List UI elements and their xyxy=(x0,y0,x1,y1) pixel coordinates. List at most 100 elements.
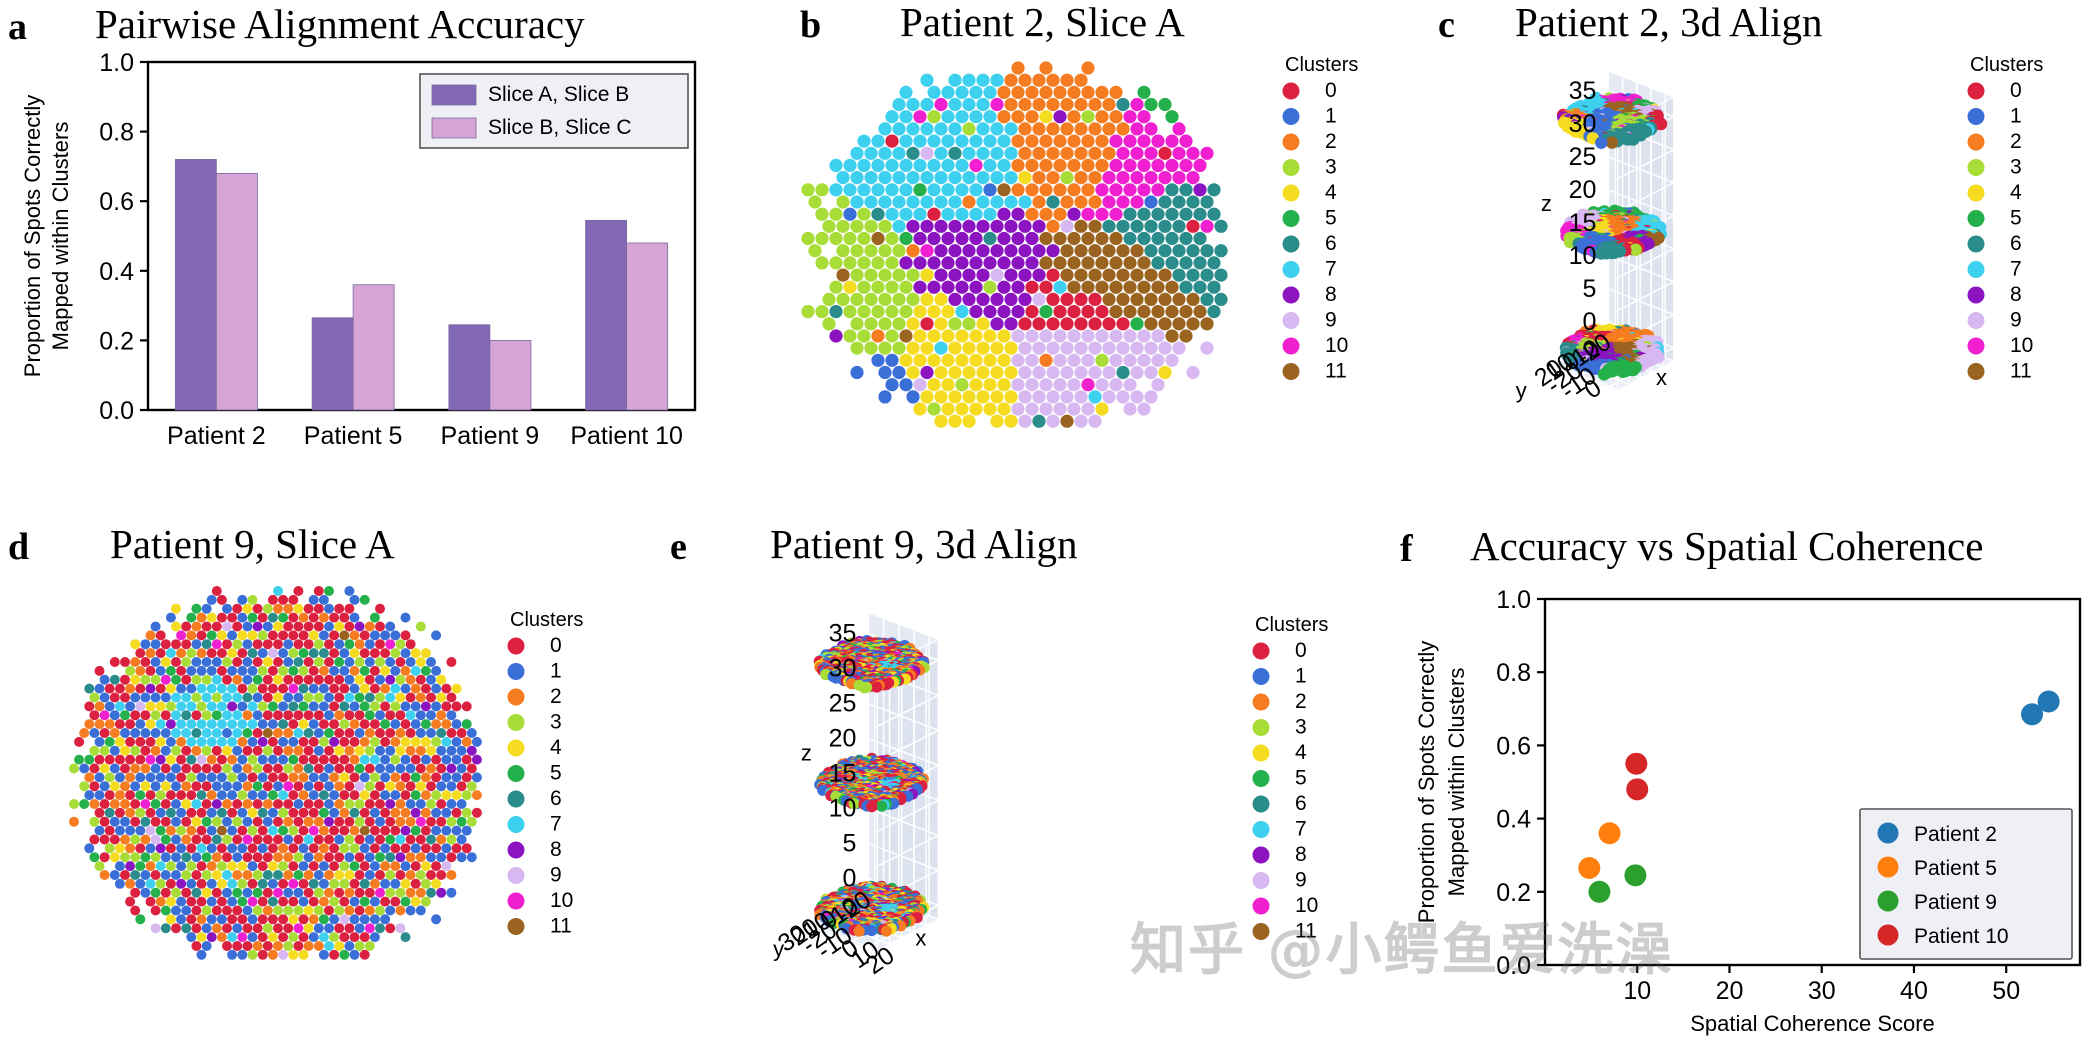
spot xyxy=(446,781,457,792)
spot xyxy=(1067,207,1081,221)
spot xyxy=(822,219,836,233)
spot xyxy=(843,207,857,221)
spot xyxy=(829,183,843,197)
spot xyxy=(247,843,258,854)
spot xyxy=(390,843,401,854)
spot xyxy=(298,754,309,765)
spot xyxy=(934,146,948,160)
spot xyxy=(456,816,467,827)
spot xyxy=(242,621,253,632)
spot xyxy=(1158,268,1172,282)
spot xyxy=(349,719,360,730)
spot xyxy=(160,728,171,738)
spot xyxy=(313,639,324,650)
spot xyxy=(390,878,401,889)
spot xyxy=(1144,365,1158,380)
spot xyxy=(293,586,304,596)
spot xyxy=(1165,280,1179,294)
spot xyxy=(247,825,258,836)
spot xyxy=(257,630,268,641)
spot xyxy=(298,843,309,854)
spot xyxy=(1081,110,1095,124)
spot xyxy=(1095,353,1109,367)
spot xyxy=(976,365,990,380)
spot xyxy=(324,799,334,809)
spot xyxy=(1032,341,1046,355)
spot xyxy=(324,728,334,738)
spot xyxy=(308,790,319,801)
spot xyxy=(318,896,329,907)
spot xyxy=(364,710,375,721)
spot xyxy=(1193,183,1207,197)
spot xyxy=(1046,365,1060,380)
spot xyxy=(293,692,304,703)
spot xyxy=(165,914,176,925)
spot xyxy=(242,834,253,845)
spot xyxy=(181,674,192,685)
spot xyxy=(293,781,304,792)
spot xyxy=(104,772,115,783)
spot xyxy=(181,834,192,845)
spot xyxy=(375,621,385,632)
spot xyxy=(1067,305,1081,319)
spot xyxy=(1053,305,1067,319)
spot xyxy=(1109,231,1123,246)
spot xyxy=(927,134,941,148)
spot xyxy=(451,683,462,694)
spot xyxy=(160,657,171,667)
spot xyxy=(1179,329,1193,343)
spot xyxy=(395,870,406,880)
spot xyxy=(836,195,850,209)
spot xyxy=(1032,414,1046,428)
spot xyxy=(431,665,442,676)
spot xyxy=(1046,122,1060,136)
spot xyxy=(920,365,934,380)
spot xyxy=(375,745,385,756)
spot xyxy=(222,657,232,667)
spot xyxy=(1032,97,1046,112)
spot xyxy=(1186,195,1200,209)
spot xyxy=(211,657,222,667)
spot xyxy=(324,781,334,792)
spot xyxy=(990,171,1004,185)
spot xyxy=(303,852,314,863)
spot xyxy=(375,781,385,792)
spot xyxy=(242,870,253,880)
spot xyxy=(257,648,268,659)
spot xyxy=(273,923,283,934)
spot xyxy=(222,728,232,738)
spot xyxy=(385,674,396,685)
spot xyxy=(99,674,110,685)
spot xyxy=(1179,256,1193,270)
spot xyxy=(84,790,95,801)
spot xyxy=(927,280,941,294)
spot xyxy=(176,825,187,836)
spot xyxy=(257,754,268,765)
spot xyxy=(160,710,171,721)
spot xyxy=(318,914,329,925)
spot xyxy=(990,292,1004,306)
spot xyxy=(171,745,181,756)
spot xyxy=(976,292,990,306)
spot xyxy=(1081,305,1095,319)
spot xyxy=(955,183,969,197)
spot xyxy=(920,171,934,185)
spot xyxy=(145,754,156,765)
spot xyxy=(324,763,334,774)
spot xyxy=(288,736,299,747)
spot xyxy=(906,292,920,306)
spot xyxy=(801,305,815,319)
spot xyxy=(359,861,370,872)
spot xyxy=(405,834,416,845)
spot xyxy=(420,825,431,836)
spot xyxy=(114,807,125,818)
spot xyxy=(130,781,141,792)
spot xyxy=(395,728,406,738)
spot xyxy=(318,736,329,747)
spot xyxy=(1004,219,1018,233)
spot xyxy=(196,949,207,960)
spot xyxy=(385,692,396,703)
spot xyxy=(191,905,202,916)
spot xyxy=(288,701,299,712)
spot xyxy=(273,941,283,951)
